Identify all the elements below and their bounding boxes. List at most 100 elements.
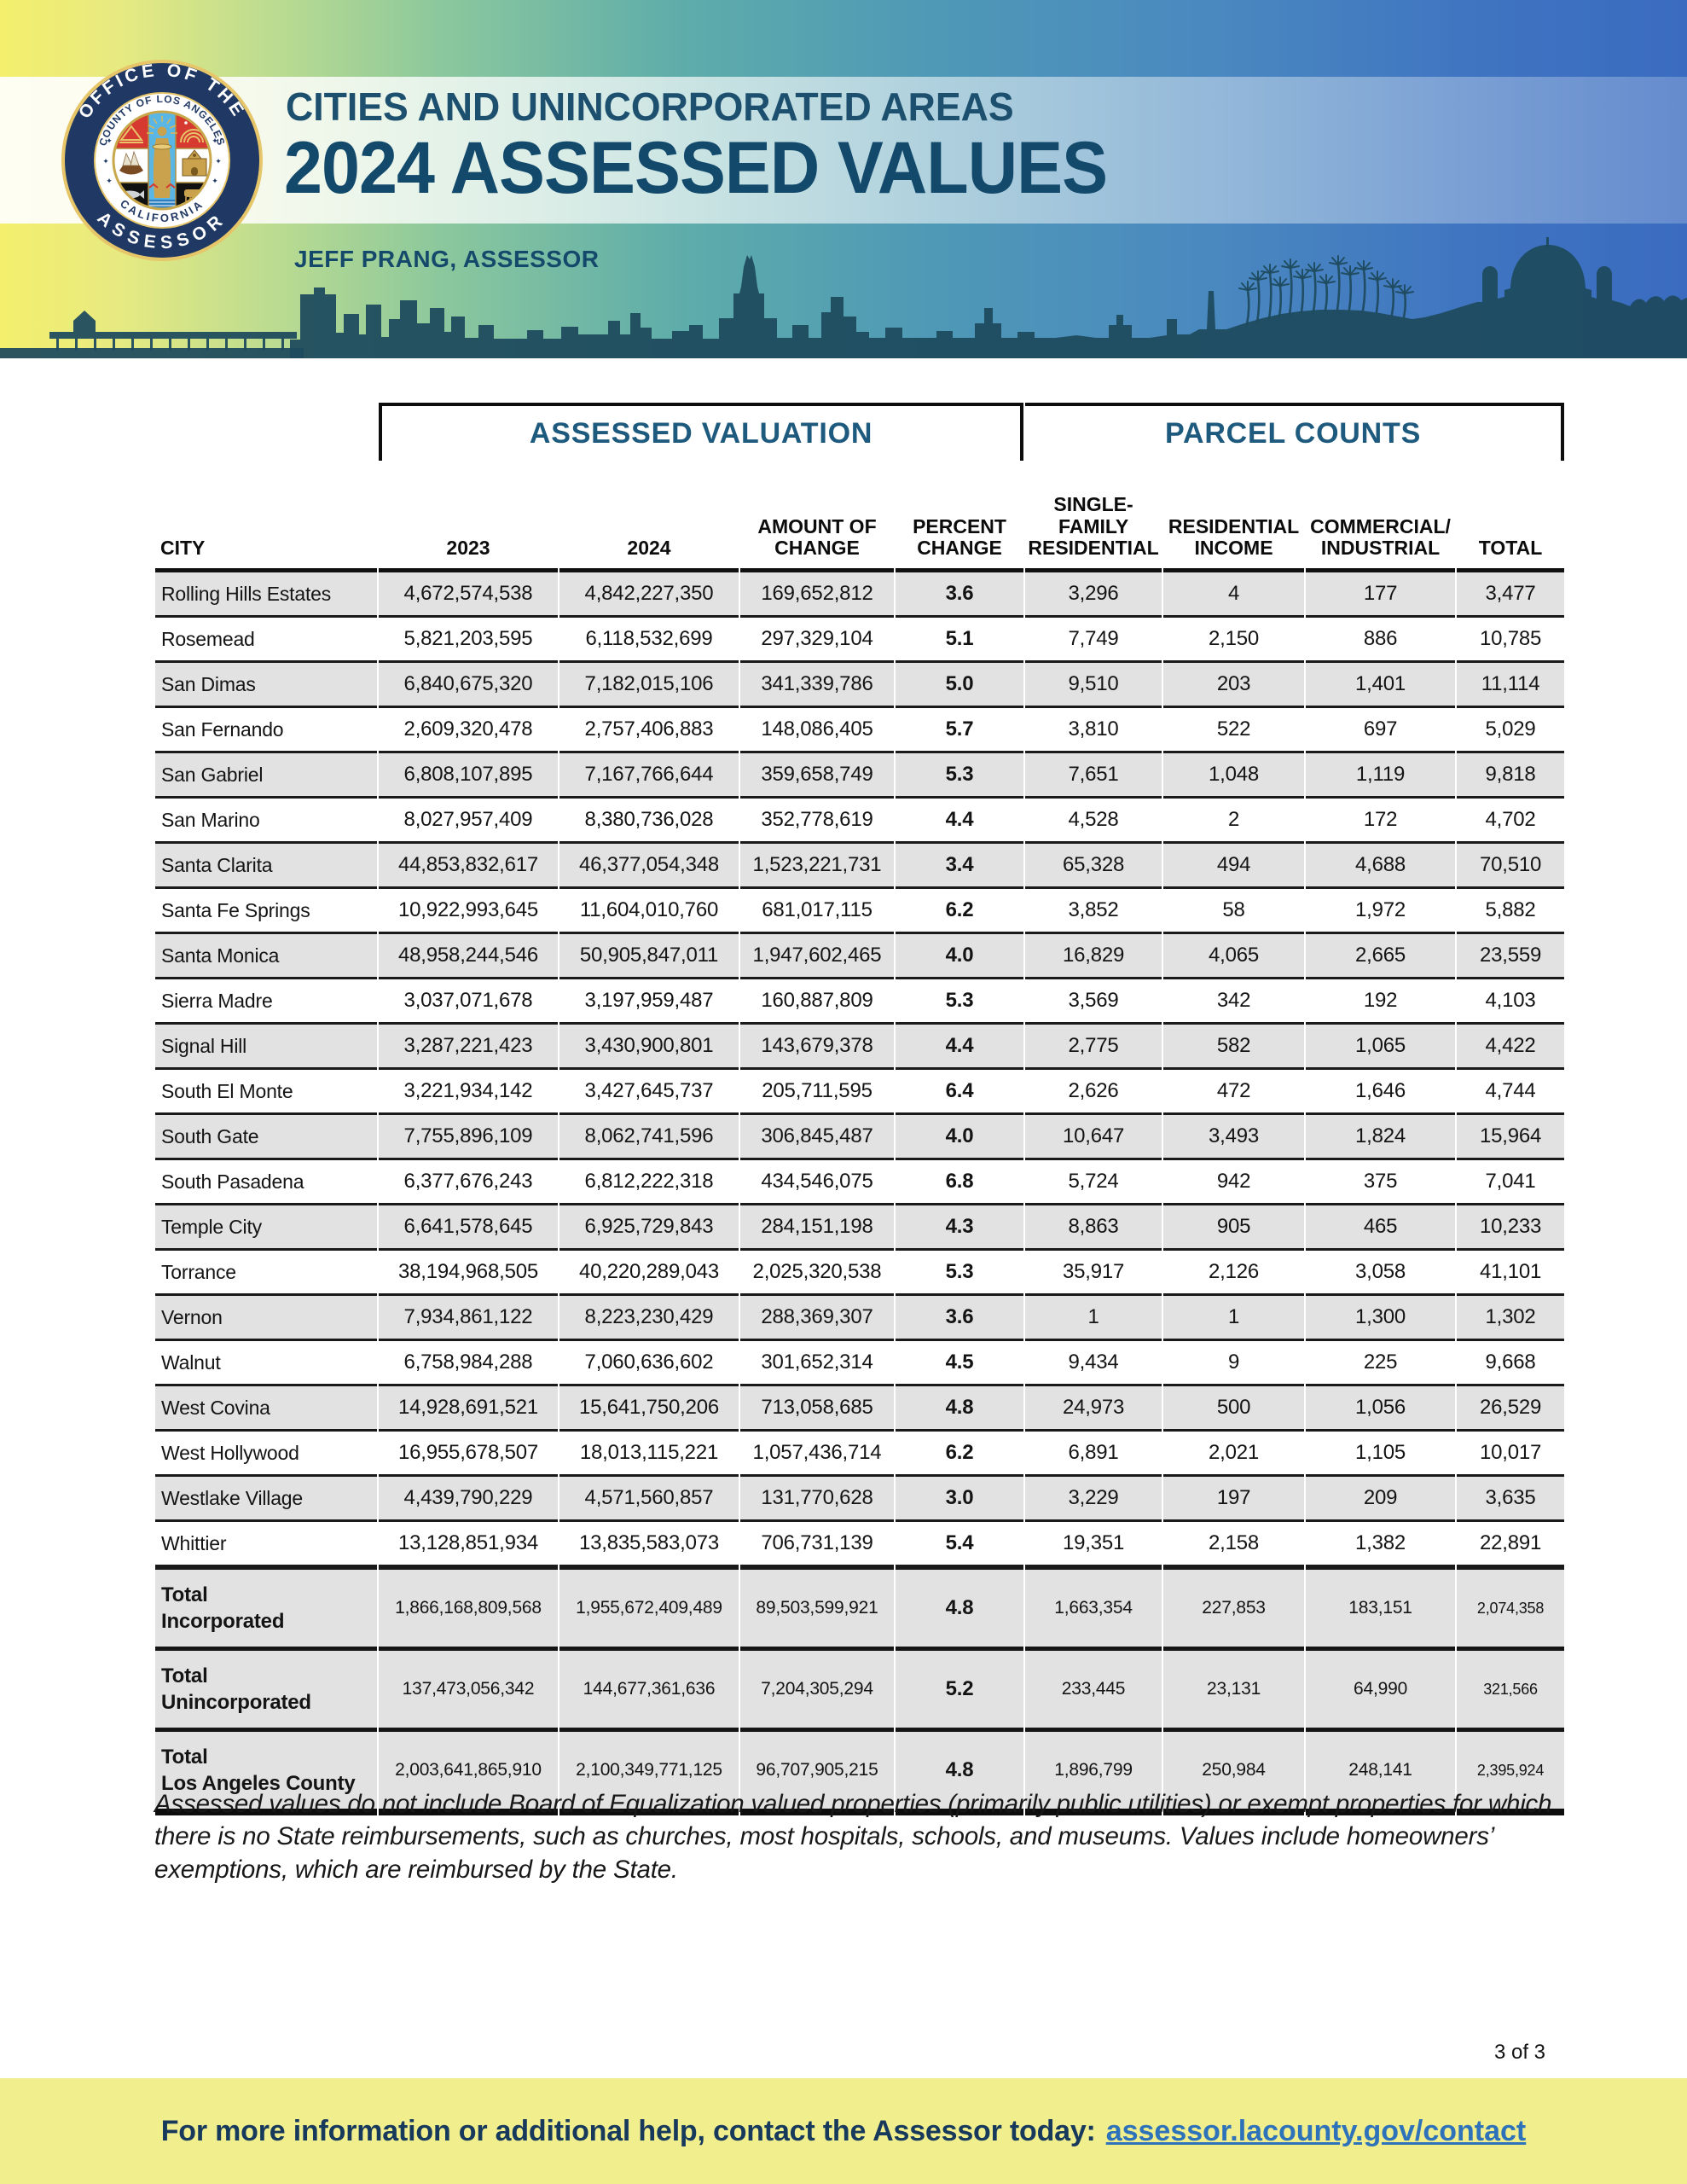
group-header-row: ASSESSED VALUATION PARCEL COUNTS xyxy=(155,403,1565,461)
city-cell: Signal Hill xyxy=(155,1025,377,1070)
value-cell: 6.8 xyxy=(896,1160,1024,1205)
value-cell: 4,688 xyxy=(1306,844,1456,889)
value-cell: 19,351 xyxy=(1025,1522,1162,1570)
city-cell: Santa Fe Springs xyxy=(155,889,377,934)
city-cell: San Marino xyxy=(155,799,377,844)
value-cell: 5.3 xyxy=(896,1251,1024,1296)
page-title-line1: CITIES AND UNINCORPORATED AREAS xyxy=(286,84,1014,129)
value-cell: 18,013,115,221 xyxy=(559,1432,739,1477)
value-cell: 205,711,595 xyxy=(740,1070,894,1115)
value-cell: 465 xyxy=(1306,1205,1456,1251)
value-cell: 5,724 xyxy=(1025,1160,1162,1205)
value-cell: 2,626 xyxy=(1025,1070,1162,1115)
value-cell: 3,430,900,801 xyxy=(559,1025,739,1070)
value-cell: 4,842,227,350 xyxy=(559,572,739,618)
value-cell: 6,377,676,243 xyxy=(379,1160,558,1205)
value-cell: 301,652,314 xyxy=(740,1341,894,1386)
value-cell: 341,339,786 xyxy=(740,663,894,708)
city-cell: South El Monte xyxy=(155,1070,377,1115)
city-cell: Whittier xyxy=(155,1522,377,1570)
table-row: San Dimas 6,840,675,320 7,182,015,106 341,3… xyxy=(155,663,1565,708)
value-cell: 4.4 xyxy=(896,799,1024,844)
value-cell: 35,917 xyxy=(1025,1251,1162,1296)
group-header-assessed-valuation: ASSESSED VALUATION xyxy=(379,403,1024,461)
table-row: West Hollywood 16,955,678,507 18,013,115,2… xyxy=(155,1432,1565,1477)
value-cell: 4.4 xyxy=(896,1025,1024,1070)
table-row: Rolling Hills Estates 4,672,574,538 4,842,… xyxy=(155,572,1565,618)
total-label-cell: Total Los Angeles County xyxy=(155,1732,377,1815)
value-cell: 4.8 xyxy=(896,1732,1024,1815)
value-cell: 41,101 xyxy=(1457,1251,1565,1296)
value-cell: 2,021 xyxy=(1163,1432,1305,1477)
value-cell: 13,835,583,073 xyxy=(559,1522,739,1570)
header-light-band xyxy=(0,77,1687,224)
value-cell: 6,812,222,318 xyxy=(559,1160,739,1205)
value-cell: 227,853 xyxy=(1163,1570,1305,1651)
value-cell: 1,866,168,809,568 xyxy=(379,1570,558,1651)
value-cell: 11,604,010,760 xyxy=(559,889,739,934)
value-cell: 9,668 xyxy=(1457,1341,1565,1386)
value-cell: 2,074,358 xyxy=(1457,1570,1565,1651)
col-header-2024: 2024 xyxy=(559,474,739,572)
table-row: South Gate 7,755,896,109 8,062,741,596 306,… xyxy=(155,1115,1565,1160)
table-row: Whittier 13,128,851,934 13,835,583,073 706,… xyxy=(155,1522,1565,1570)
value-cell: 359,658,749 xyxy=(740,753,894,799)
value-cell: 137,473,056,342 xyxy=(379,1651,558,1732)
value-cell: 2 xyxy=(1163,799,1305,844)
value-cell: 1,896,799 xyxy=(1025,1732,1162,1815)
table-row: San Marino 8,027,957,409 8,380,736,028 352,… xyxy=(155,799,1565,844)
value-cell: 3,569 xyxy=(1025,979,1162,1025)
value-cell: 10,233 xyxy=(1457,1205,1565,1251)
value-cell: 342 xyxy=(1163,979,1305,1025)
value-cell: 9,818 xyxy=(1457,753,1565,799)
value-cell: 26,529 xyxy=(1457,1386,1565,1432)
col-header-percent-change: PERCENT CHANGE xyxy=(896,474,1024,572)
value-cell: 9,510 xyxy=(1025,663,1162,708)
value-cell: 321,566 xyxy=(1457,1651,1565,1732)
value-cell: 4.0 xyxy=(896,1115,1024,1160)
total-label-cell: Total Incorporated xyxy=(155,1570,377,1651)
table-row: West Covina 14,928,691,521 15,641,750,206 7… xyxy=(155,1386,1565,1432)
value-cell: 4,422 xyxy=(1457,1025,1565,1070)
value-cell: 248,141 xyxy=(1306,1732,1456,1815)
value-cell: 2,757,406,883 xyxy=(559,708,739,753)
value-cell: 5.4 xyxy=(896,1522,1024,1570)
value-cell: 16,829 xyxy=(1025,934,1162,979)
city-cell: Westlake Village xyxy=(155,1477,377,1522)
spacer-row xyxy=(155,461,1564,474)
value-cell: 697 xyxy=(1306,708,1456,753)
value-cell: 177 xyxy=(1306,572,1456,618)
value-cell: 6,840,675,320 xyxy=(379,663,558,708)
svg-text:✦: ✦ xyxy=(212,177,218,186)
city-cell: San Fernando xyxy=(155,708,377,753)
value-cell: 5,029 xyxy=(1457,708,1565,753)
value-cell: 2,100,349,771,125 xyxy=(559,1732,739,1815)
city-cell: Torrance xyxy=(155,1251,377,1296)
value-cell: 288,369,307 xyxy=(740,1296,894,1341)
value-cell: 169,652,812 xyxy=(740,572,894,618)
value-cell: 4,571,560,857 xyxy=(559,1477,739,1522)
table-row: Santa Monica 48,958,244,546 50,905,847,011… xyxy=(155,934,1565,979)
value-cell: 3.0 xyxy=(896,1477,1024,1522)
col-header-residential-income: RESIDENTIAL INCOME xyxy=(1163,474,1305,572)
column-header-row: CITY 2023 2024 AMOUNT OF CHANGE PERCENT … xyxy=(155,474,1565,572)
value-cell: 46,377,054,348 xyxy=(559,844,739,889)
value-cell: 5.3 xyxy=(896,753,1024,799)
value-cell: 6,808,107,895 xyxy=(379,753,558,799)
value-cell: 1,947,602,465 xyxy=(740,934,894,979)
value-cell: 4.3 xyxy=(896,1205,1024,1251)
footer-contact-link[interactable]: assessor.lacounty.gov/contact xyxy=(1105,2114,1527,2147)
value-cell: 7,167,766,644 xyxy=(559,753,739,799)
value-cell: 6,758,984,288 xyxy=(379,1341,558,1386)
value-cell: 8,863 xyxy=(1025,1205,1162,1251)
value-cell: 7,749 xyxy=(1025,618,1162,663)
value-cell: 582 xyxy=(1163,1025,1305,1070)
value-cell: 250,984 xyxy=(1163,1732,1305,1815)
value-cell: 5.1 xyxy=(896,618,1024,663)
value-cell: 1,401 xyxy=(1306,663,1456,708)
value-cell: 905 xyxy=(1163,1205,1305,1251)
value-cell: 3,810 xyxy=(1025,708,1162,753)
total-row: Total Los Angeles County 2,003,641,865,91… xyxy=(155,1732,1565,1815)
group-header-parcel-counts: PARCEL COUNTS xyxy=(1025,403,1565,461)
value-cell: 1,065 xyxy=(1306,1025,1456,1070)
